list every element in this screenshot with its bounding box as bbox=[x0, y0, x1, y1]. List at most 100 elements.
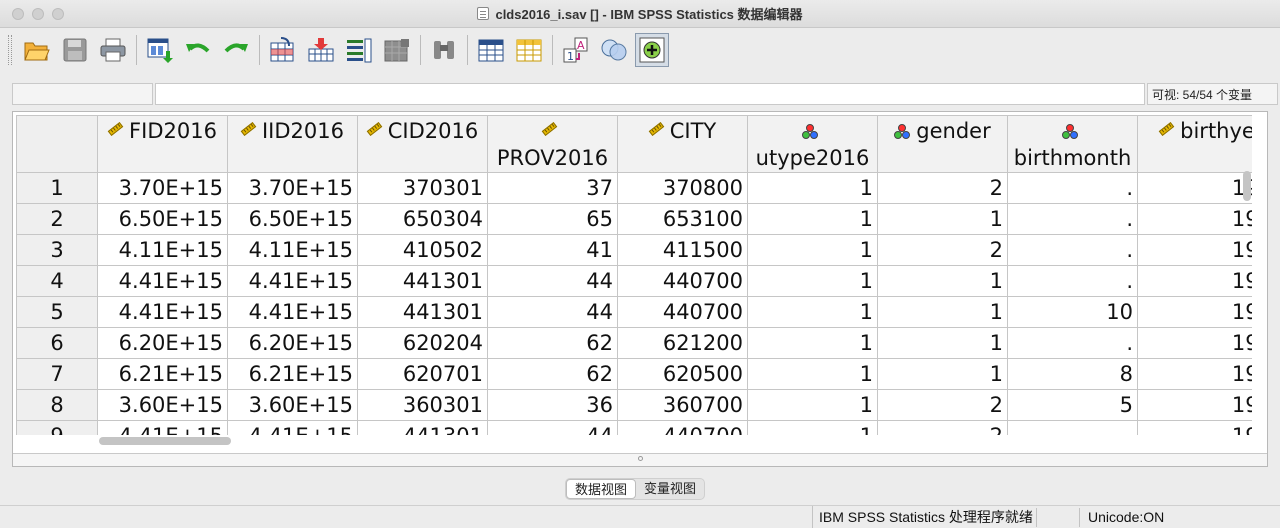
go-to-case-button[interactable] bbox=[266, 33, 300, 67]
column-header-prov2016[interactable]: PROV2016 bbox=[487, 115, 618, 173]
column-header-city[interactable]: CITY bbox=[617, 115, 748, 173]
data-cell[interactable]: 1 bbox=[747, 389, 878, 421]
data-cell[interactable]: 441301 bbox=[357, 420, 488, 435]
select-all-corner[interactable] bbox=[16, 115, 98, 173]
data-cell[interactable]: 1 bbox=[747, 420, 878, 435]
cell-reference-field[interactable] bbox=[12, 83, 153, 105]
data-cell[interactable]: 620701 bbox=[357, 358, 488, 390]
data-cell[interactable]: 4.41E+15 bbox=[97, 265, 228, 297]
data-cell[interactable]: 440700 bbox=[617, 420, 748, 435]
data-cell[interactable]: 193 bbox=[1137, 389, 1252, 421]
data-cell[interactable]: 411500 bbox=[617, 234, 748, 266]
data-cell[interactable]: 1 bbox=[747, 265, 878, 297]
data-cell[interactable]: 196 bbox=[1137, 327, 1252, 359]
data-cell[interactable]: 195 bbox=[1137, 172, 1252, 204]
data-cell[interactable]: 199 bbox=[1137, 203, 1252, 235]
data-cell[interactable]: 4.11E+15 bbox=[227, 234, 358, 266]
horizontal-scrollbar-thumb[interactable] bbox=[99, 437, 231, 445]
data-cell[interactable]: 2 bbox=[877, 234, 1008, 266]
data-cell[interactable]: 4.41E+15 bbox=[227, 265, 358, 297]
data-cell[interactable]: 6.20E+15 bbox=[227, 327, 358, 359]
zoom-window-button[interactable] bbox=[52, 8, 64, 20]
row-number[interactable]: 5 bbox=[16, 296, 98, 328]
data-cell[interactable]: 4.41E+15 bbox=[227, 420, 358, 435]
data-cell[interactable]: 6.20E+15 bbox=[97, 327, 228, 359]
close-window-button[interactable] bbox=[12, 8, 24, 20]
use-variable-sets-button[interactable] bbox=[597, 33, 631, 67]
data-cell[interactable]: 441301 bbox=[357, 265, 488, 297]
data-cell[interactable]: 44 bbox=[487, 265, 618, 297]
data-cell[interactable]: 6.21E+15 bbox=[227, 358, 358, 390]
column-header-birthmonth[interactable]: birthmonth bbox=[1007, 115, 1138, 173]
data-cell[interactable]: 196 bbox=[1137, 265, 1252, 297]
data-cell[interactable]: 41 bbox=[487, 234, 618, 266]
data-cell[interactable]: 410502 bbox=[357, 234, 488, 266]
data-cell[interactable]: 65 bbox=[487, 203, 618, 235]
data-cell[interactable]: 10 bbox=[1007, 296, 1138, 328]
open-file-button[interactable] bbox=[20, 33, 54, 67]
data-cell[interactable]: 3.60E+15 bbox=[97, 389, 228, 421]
column-header-fid2016[interactable]: FID2016 bbox=[97, 115, 228, 173]
data-cell[interactable]: 1 bbox=[747, 327, 878, 359]
cell-value-field[interactable] bbox=[155, 83, 1145, 105]
data-cell[interactable]: . bbox=[1007, 327, 1138, 359]
data-cell[interactable]: . bbox=[1007, 420, 1138, 435]
run-descriptive-button[interactable] bbox=[380, 33, 414, 67]
go-to-variable-button[interactable] bbox=[304, 33, 338, 67]
data-cell[interactable]: 2 bbox=[877, 420, 1008, 435]
minimize-window-button[interactable] bbox=[32, 8, 44, 20]
data-cell[interactable]: 3.60E+15 bbox=[227, 389, 358, 421]
data-cell[interactable]: 1 bbox=[877, 296, 1008, 328]
column-header-cid2016[interactable]: CID2016 bbox=[357, 115, 488, 173]
undo-button[interactable] bbox=[181, 33, 215, 67]
data-cell[interactable]: 5 bbox=[1007, 389, 1138, 421]
data-cell[interactable]: 36 bbox=[487, 389, 618, 421]
column-header-iid2016[interactable]: IID2016 bbox=[227, 115, 358, 173]
data-cell[interactable]: 4.11E+15 bbox=[97, 234, 228, 266]
data-cell[interactable]: 370301 bbox=[357, 172, 488, 204]
row-number[interactable]: 8 bbox=[16, 389, 98, 421]
data-cell[interactable]: 4.41E+15 bbox=[227, 296, 358, 328]
data-cell[interactable]: 370800 bbox=[617, 172, 748, 204]
data-cell[interactable]: 1 bbox=[877, 358, 1008, 390]
data-cell[interactable]: 620204 bbox=[357, 327, 488, 359]
data-cell[interactable]: . bbox=[1007, 265, 1138, 297]
data-cell[interactable]: 650304 bbox=[357, 203, 488, 235]
vertical-scrollbar-thumb[interactable] bbox=[1243, 171, 1251, 201]
row-number[interactable]: 6 bbox=[16, 327, 98, 359]
print-button[interactable] bbox=[96, 33, 130, 67]
insert-cases-button[interactable] bbox=[474, 33, 508, 67]
data-cell[interactable]: 1 bbox=[877, 265, 1008, 297]
data-cell[interactable]: 360700 bbox=[617, 389, 748, 421]
column-header-utype2016[interactable]: utype2016 bbox=[747, 115, 878, 173]
data-cell[interactable]: 2 bbox=[877, 172, 1008, 204]
data-cell[interactable]: 62 bbox=[487, 358, 618, 390]
data-cell[interactable]: 6.21E+15 bbox=[97, 358, 228, 390]
data-cell[interactable]: 3.70E+15 bbox=[97, 172, 228, 204]
data-cell[interactable]: 1 bbox=[747, 234, 878, 266]
data-cell[interactable]: 2 bbox=[877, 389, 1008, 421]
data-cell[interactable]: 4.41E+15 bbox=[97, 296, 228, 328]
save-button[interactable] bbox=[58, 33, 92, 67]
data-cell[interactable]: 440700 bbox=[617, 296, 748, 328]
data-cell[interactable]: 1 bbox=[747, 203, 878, 235]
data-cell[interactable]: 3.70E+15 bbox=[227, 172, 358, 204]
data-cell[interactable]: 621200 bbox=[617, 327, 748, 359]
data-cell[interactable]: 440700 bbox=[617, 265, 748, 297]
data-cell[interactable]: 44 bbox=[487, 296, 618, 328]
find-button[interactable] bbox=[427, 33, 461, 67]
row-number[interactable]: 2 bbox=[16, 203, 98, 235]
tab-variable-view[interactable]: 变量视图 bbox=[644, 481, 697, 496]
data-cell[interactable]: 44 bbox=[487, 420, 618, 435]
data-cell[interactable]: 6.50E+15 bbox=[97, 203, 228, 235]
data-cell[interactable]: 195 bbox=[1137, 296, 1252, 328]
data-cell[interactable]: 653100 bbox=[617, 203, 748, 235]
data-cell[interactable]: . bbox=[1007, 234, 1138, 266]
row-number[interactable]: 1 bbox=[16, 172, 98, 204]
data-cell[interactable]: 360301 bbox=[357, 389, 488, 421]
data-cell[interactable]: 1 bbox=[747, 172, 878, 204]
row-number[interactable]: 9 bbox=[16, 420, 98, 435]
data-cell[interactable]: 1 bbox=[747, 296, 878, 328]
data-cell[interactable]: . bbox=[1007, 172, 1138, 204]
column-header-gender[interactable]: gender bbox=[877, 115, 1008, 173]
